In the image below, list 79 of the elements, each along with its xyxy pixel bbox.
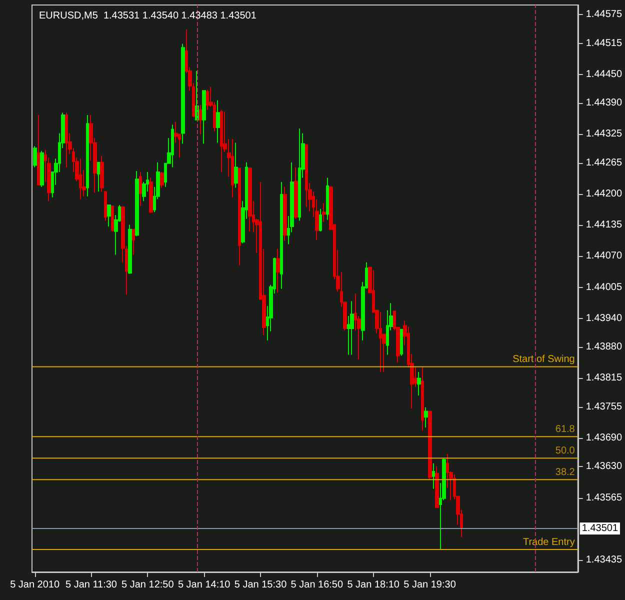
y-tick-label: 1.43690 [586, 432, 622, 444]
candlestick [280, 182, 283, 290]
candlestick [40, 150, 44, 188]
y-tick-label: 1.44005 [586, 282, 622, 293]
candlestick [199, 104, 202, 135]
candlestick [234, 142, 238, 188]
candlestick [305, 144, 308, 208]
candlestick [283, 186, 287, 242]
candlestick [238, 168, 241, 266]
candlestick [181, 43, 185, 144]
y-tick-label: 1.44135 [586, 220, 622, 231]
candlestick [428, 410, 432, 480]
candlestick [139, 171, 142, 206]
candlestick [248, 166, 252, 232]
candlestick [135, 170, 139, 237]
x-tick-label: 5 Jan 14:10 [178, 580, 231, 590]
y-tick-label: 1.44070 [586, 250, 622, 262]
x-tick-label: 5 Jan 2010 [10, 580, 60, 590]
candlestick [206, 89, 209, 110]
text: EURUSD,M5 1.43531 1.43540 1.43483 1.43501 [39, 10, 257, 22]
x-tick-label: 5 Jan 12:50 [122, 580, 174, 590]
annotation: 61.8 [555, 424, 576, 436]
y-tick-label: 1.43940 [586, 312, 622, 324]
candlestick [104, 191, 107, 222]
candlestick [350, 300, 354, 356]
candlestick [216, 100, 220, 144]
candlestick [220, 109, 223, 172]
y-tick-label: 1.43565 [586, 492, 622, 504]
x-tick-label: 5 Jan 18:10 [347, 580, 400, 590]
candlestick [107, 204, 111, 228]
candlestick [111, 205, 114, 232]
candlestick [421, 366, 424, 431]
candlestick [231, 138, 234, 198]
y-tick-label: 1.43755 [586, 401, 622, 412]
annotation: 38.2 [555, 467, 576, 478]
candlestick [319, 208, 322, 232]
x-tick-label: 5 Jan 19:30 [404, 580, 456, 590]
candlestick [417, 371, 421, 396]
y-tick-label: 1.44265 [586, 157, 622, 168]
y-tick-label: 1.44390 [586, 98, 622, 109]
y-tick-label: 1.43880 [586, 342, 622, 353]
ref-line-label: Trade Entry [522, 537, 575, 548]
candlestick [79, 158, 82, 200]
x-tick-label: 5 Jan 15:30 [234, 580, 288, 590]
candlestick [171, 124, 174, 168]
candlestick [65, 112, 68, 168]
x-tick-label: 5 Jan 11:30 [65, 580, 118, 590]
y-tick-label: 1.44200 [586, 188, 622, 200]
candlestick [432, 462, 435, 490]
candlestick [400, 328, 403, 356]
y-tick-label: 1.44450 [586, 68, 622, 80]
candlestick [132, 228, 135, 256]
candlestick [128, 224, 132, 274]
candlestick [435, 466, 439, 508]
y-tick-label: 1.44325 [586, 128, 622, 140]
x-tick-label: 5 Jan 16:50 [290, 580, 344, 590]
y-tick-label: 1.43435 [586, 554, 622, 566]
candlestick [86, 114, 89, 197]
ref-line-label: 1.43501 [582, 522, 618, 534]
candlestick [33, 146, 37, 168]
candlestick [326, 177, 329, 220]
y-tick-label: 1.43815 [586, 372, 622, 384]
y-tick-label: 1.44575 [586, 9, 622, 20]
candlestick [322, 202, 326, 222]
candlestick [97, 162, 100, 192]
annotation: 50.0 [555, 446, 576, 457]
y-tick-label: 1.44515 [586, 38, 622, 49]
candlestick [149, 177, 153, 213]
candlestick [37, 114, 40, 186]
ref-line-label: Start of Swing [512, 354, 575, 366]
candlestick [160, 171, 164, 188]
candlestick [202, 90, 206, 144]
candlestick [424, 406, 428, 428]
candlestick [379, 312, 382, 372]
candlestick [276, 248, 280, 294]
y-tick-label: 1.43630 [586, 461, 622, 472]
candlestick [294, 166, 298, 220]
candlestick [298, 128, 301, 222]
candlestick [100, 155, 104, 192]
